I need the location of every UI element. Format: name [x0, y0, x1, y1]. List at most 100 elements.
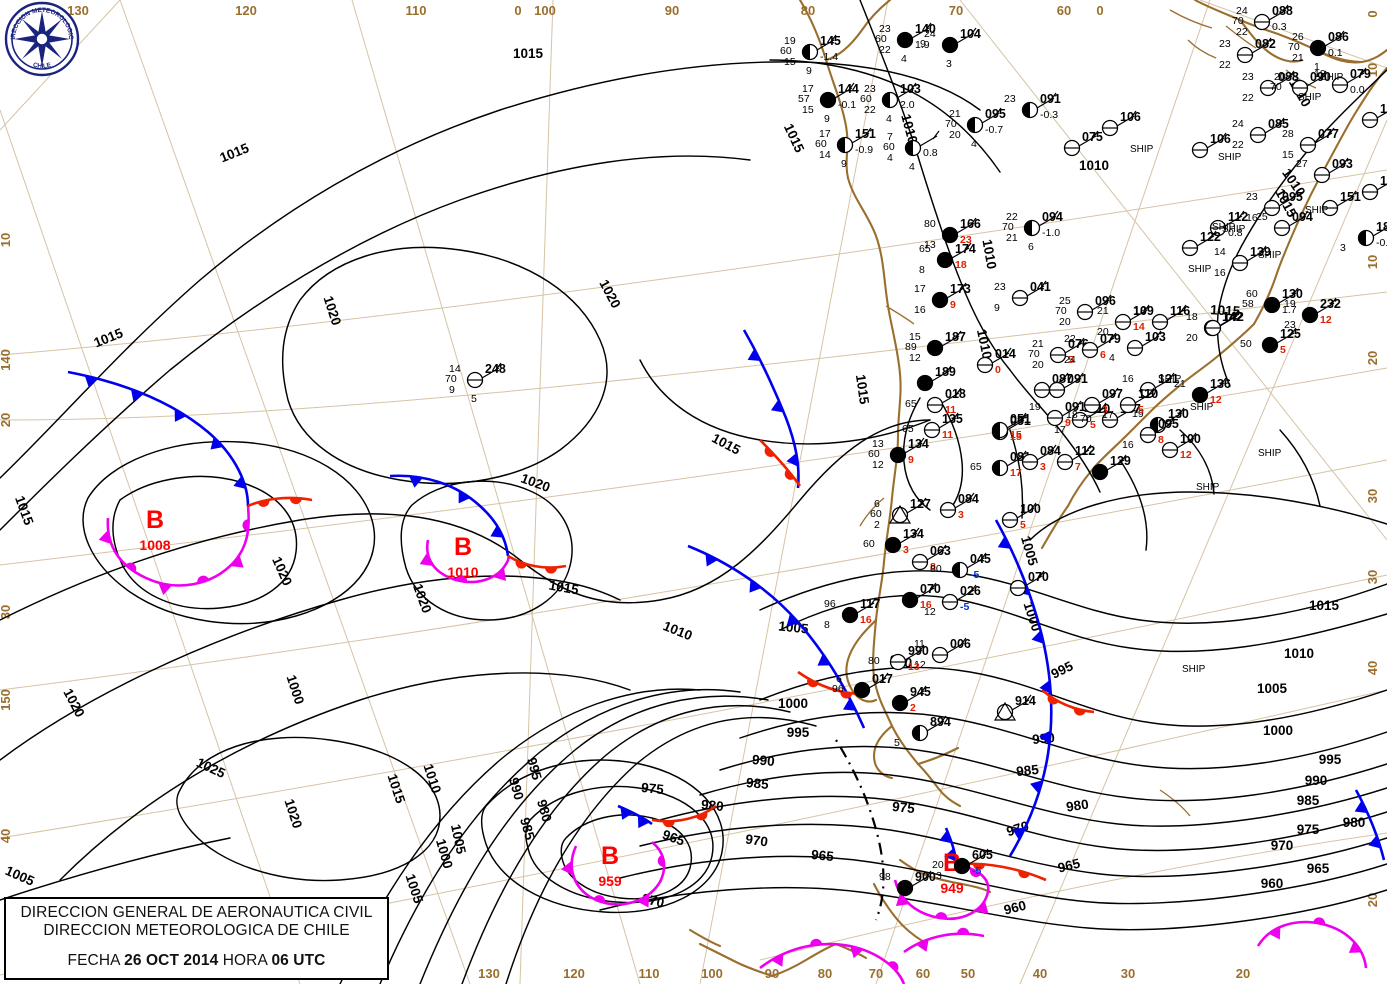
station-plot: 990 13 80 — [868, 644, 929, 673]
station-visibility: 65 — [902, 423, 914, 435]
isobar-label: 1010 — [1284, 646, 1314, 661]
station-id: 140 — [915, 22, 936, 36]
station-temp: 21 — [949, 108, 961, 120]
station-value: 5 — [1020, 519, 1026, 531]
station-id: 894 — [930, 715, 951, 729]
wind-barb-flag — [939, 715, 947, 725]
station-triangle — [888, 504, 912, 524]
station-temp: 18 — [1134, 305, 1146, 317]
station-value: -5 — [970, 569, 979, 581]
wind-barb-flag — [1039, 280, 1047, 290]
station-id: 248 — [485, 362, 506, 376]
station-temp: 13 — [872, 438, 884, 450]
wind-barb — [1376, 183, 1387, 191]
station-temp: 14 — [1214, 246, 1226, 258]
text-label: 60 — [1057, 3, 1071, 18]
wind-barb-flag — [1264, 37, 1272, 47]
station-plot: 045 -5 80 — [930, 552, 991, 581]
station-id: 051 — [1010, 412, 1031, 426]
station-value: 23 — [960, 234, 972, 246]
station-id: 116 — [1380, 102, 1387, 116]
ship-report-label: SHIP — [1222, 224, 1246, 235]
station-id: 088 — [1278, 70, 1299, 84]
station-dewpoint: 21 — [1292, 52, 1304, 64]
station-lowcloud: 4 — [971, 138, 977, 150]
station-value: 9 — [1065, 417, 1071, 429]
station-id: 232 — [1320, 297, 1341, 311]
station-plot: 079 6 22 24 — [1064, 332, 1121, 366]
station-visibility: 70 — [1002, 221, 1014, 233]
station-id: 945 — [910, 685, 931, 699]
wind-barb-flag — [932, 130, 940, 140]
wind-barb-flag — [881, 672, 889, 682]
station-id: 086 — [1328, 30, 1349, 44]
station-dewpoint: 16 — [1122, 439, 1134, 451]
wind-barb-flag — [909, 82, 917, 92]
text-label: 20 — [1236, 966, 1250, 981]
station-dewpoint: 22 — [879, 44, 891, 56]
text-label: 10 — [0, 233, 13, 247]
station-plot: 018 11 65 — [905, 387, 966, 416]
station-id: 095 — [1282, 190, 1303, 204]
station-temp: 17 — [802, 83, 814, 95]
wind-barb-flag — [1049, 444, 1057, 454]
station-plot: 1005 — [1001, 502, 1041, 531]
station-dewpoint: 16 — [914, 304, 926, 316]
wind-barb-flag — [1232, 310, 1240, 320]
station-plot: 136 12 21 — [1174, 377, 1231, 406]
station-overcast-fill — [942, 227, 958, 243]
isobar-label: 990 — [1305, 773, 1328, 788]
low-pressure-marker: B — [601, 842, 619, 870]
station-dewpoint: 4 — [1109, 352, 1115, 364]
station-visibility: 70 — [1080, 413, 1092, 425]
isobar-label: 980 — [1343, 815, 1366, 830]
time-prefix: HORA — [218, 952, 272, 969]
wind-barb-flag — [1179, 304, 1187, 314]
text-label: 40 — [1033, 966, 1047, 981]
text-label: 140 — [0, 349, 13, 371]
ship-report-label: SHIP — [1130, 144, 1154, 155]
station-id: 085 — [1268, 117, 1289, 131]
cold-front-pip — [843, 698, 856, 711]
warm-front-pip — [1073, 708, 1086, 716]
isobar-label: 1005 — [1257, 681, 1288, 696]
station-value: 0.8 — [1228, 227, 1243, 239]
station-plot: 041 23 9 — [994, 280, 1051, 314]
station-overcast-fill — [1264, 297, 1280, 313]
wind-barb-flag — [1129, 110, 1137, 120]
station-visibility: 60 — [883, 141, 895, 153]
wind-barb-flag — [1099, 402, 1107, 412]
station-id: 014 — [995, 347, 1016, 361]
station-value: 0.8 — [923, 147, 938, 159]
station-id: 106 — [1120, 110, 1141, 124]
wind-barb — [1376, 111, 1387, 119]
station-id: 129 — [1110, 454, 1131, 468]
cold-front-pip — [174, 408, 187, 422]
station-visibility: 70 — [1055, 305, 1067, 317]
cold-front-pip — [1368, 835, 1381, 849]
station-dewpoint: 12 — [909, 352, 921, 364]
text-label: 110 — [406, 3, 427, 18]
cold-front-pip — [1012, 827, 1026, 841]
station-overcast-fill — [932, 292, 948, 308]
station-visibility: 70 — [1232, 15, 1244, 27]
station-visibility: 58 — [1242, 298, 1254, 310]
isobar-label: 1005 — [448, 823, 469, 856]
station-id: 090 — [1310, 70, 1331, 84]
station-value: 15 — [1010, 431, 1022, 443]
wind-barb-flag — [1167, 417, 1175, 427]
low-pressure-value: 1008 — [139, 537, 170, 553]
warm-front-pip — [840, 691, 853, 699]
cold-front-pip — [786, 452, 799, 467]
occluded-front-pip — [98, 530, 112, 544]
station-visibility: 70 — [945, 118, 957, 130]
wind-barb-flag — [1291, 287, 1299, 297]
occluded-front-pip — [125, 562, 137, 573]
trough-line — [835, 739, 885, 921]
wind-barb-flag — [1051, 210, 1059, 220]
